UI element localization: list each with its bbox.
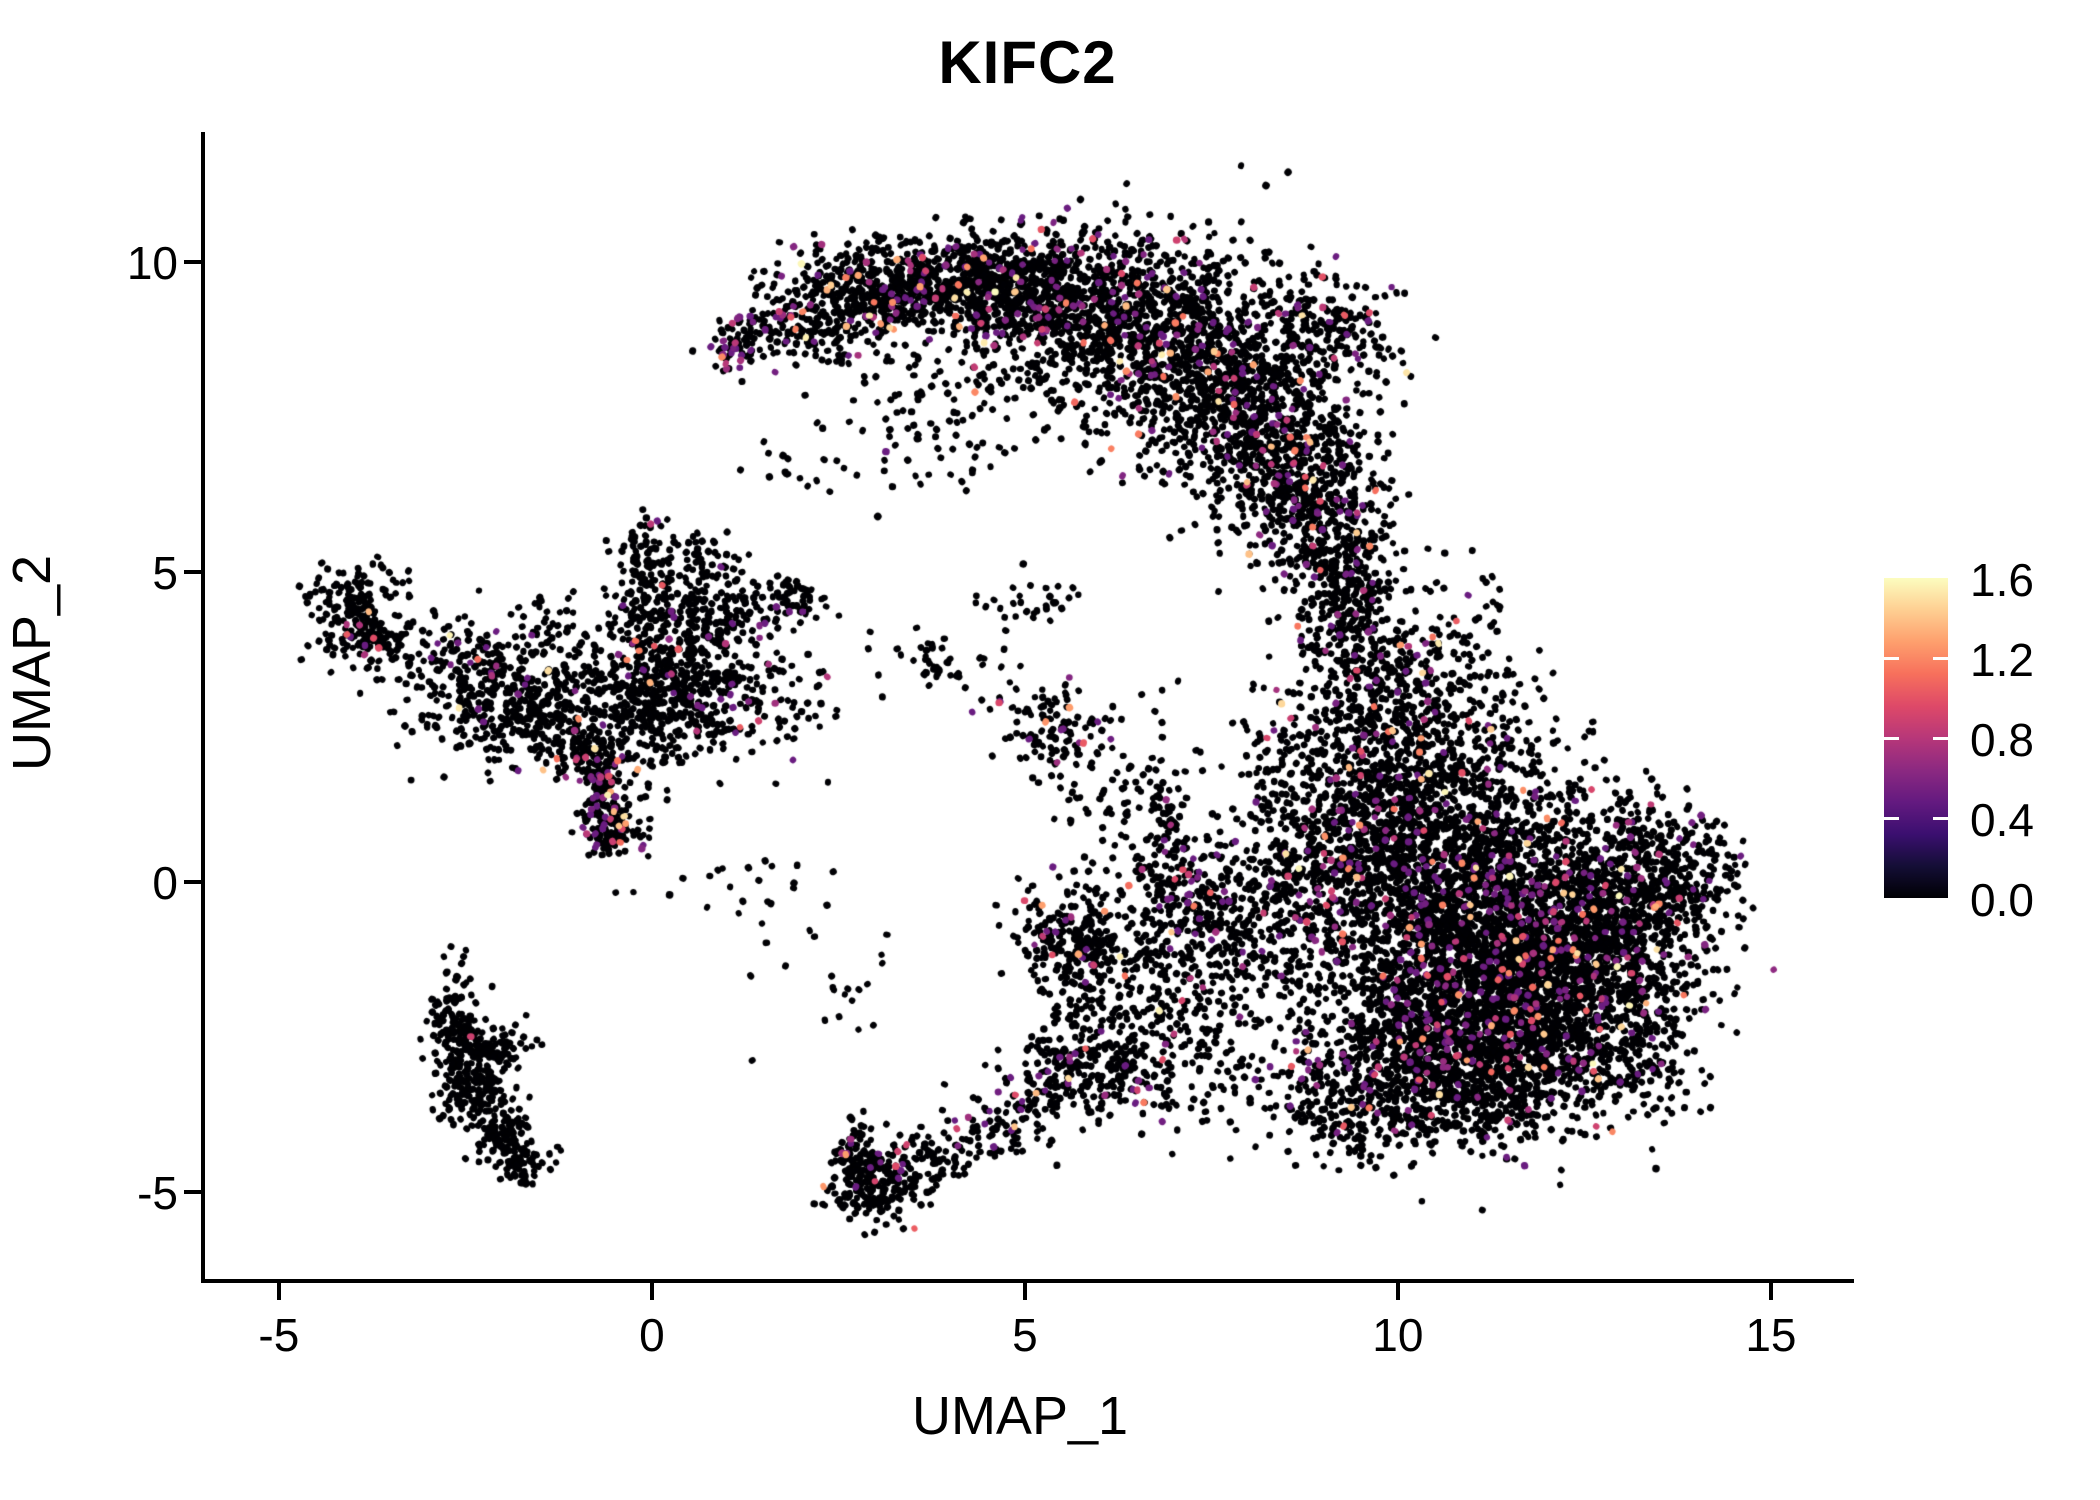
colorbar-tick-mark: [1884, 656, 1899, 660]
x-tick-mark: [1768, 1283, 1773, 1300]
plot-title: KIFC2: [938, 29, 1117, 96]
colorbar-tick-label: 1.2: [1970, 634, 2034, 686]
colorbar-tick-label: 0.4: [1970, 794, 2034, 846]
colorbar-tick-label: 0.0: [1970, 874, 2034, 926]
x-tick-mark: [1395, 1283, 1400, 1300]
colorbar-tick-label: 1.6: [1970, 554, 2034, 606]
y-tick-label: 10: [126, 237, 178, 290]
y-axis-title: UMAP_2: [2, 554, 62, 772]
x-tick-label: 15: [1745, 1309, 1797, 1361]
x-tick-mark: [649, 1283, 654, 1300]
y-tick-label: 5: [152, 547, 178, 600]
colorbar-tick-mark: [1933, 736, 1948, 740]
x-tick-label: -5: [258, 1309, 300, 1361]
x-axis-line: [201, 1279, 1854, 1283]
x-tick-label: 10: [1372, 1309, 1424, 1361]
x-tick-label: 5: [1012, 1309, 1038, 1361]
y-tick-mark: [184, 880, 201, 885]
colorbar-tick-mark: [1933, 656, 1948, 660]
y-tick-label: -5: [137, 1167, 178, 1220]
colorbar-tick-mark: [1933, 816, 1948, 820]
x-axis-title: UMAP_1: [911, 1386, 1129, 1446]
y-tick-mark: [184, 1190, 201, 1195]
x-tick-label: 0: [639, 1309, 665, 1361]
y-tick-mark: [184, 260, 201, 265]
y-tick-label: 0: [152, 857, 178, 910]
colorbar-tick-mark: [1884, 736, 1899, 740]
colorbar-tick-mark: [1884, 816, 1899, 820]
x-tick-mark: [1022, 1283, 1027, 1300]
colorbar-tick-label: 0.8: [1970, 714, 2034, 766]
y-tick-mark: [184, 570, 201, 575]
x-tick-mark: [276, 1283, 281, 1300]
y-axis-line: [201, 132, 205, 1283]
